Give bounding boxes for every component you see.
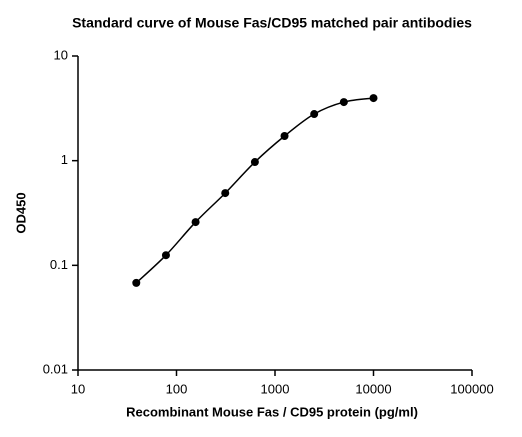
x-tick-label: 10000 [355,381,391,396]
data-point [310,110,319,119]
y-tick-label: 1 [61,152,68,167]
data-point [191,218,200,227]
x-axis-label: Recombinant Mouse Fas / CD95 protein (pg… [126,404,418,419]
y-tick-label: 10 [54,47,68,62]
x-tick-label: 1000 [261,381,290,396]
x-tick-label: 100 [166,381,188,396]
y-tick-label: 0.1 [50,257,68,272]
data-point [161,251,170,260]
data-point [250,158,259,167]
y-tick-label: 0.01 [43,361,68,376]
x-tick-label: 100000 [450,381,493,396]
fit-curve [135,97,374,284]
data-point [280,132,289,141]
data-point [221,189,230,198]
data-point [339,98,348,107]
data-point [369,94,378,103]
data-point [132,278,141,287]
chart-title: Standard curve of Mouse Fas/CD95 matched… [72,15,472,31]
x-tick-label: 10 [71,381,85,396]
y-axis-label: OD450 [13,192,28,233]
